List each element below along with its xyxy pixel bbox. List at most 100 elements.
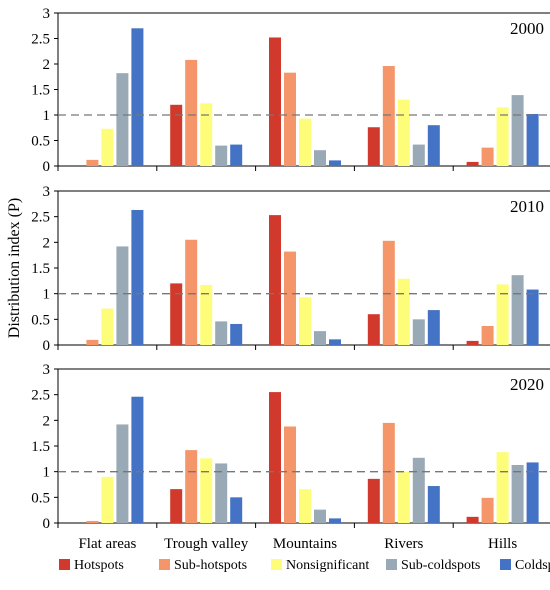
bar-nonsignificant-flat-areas xyxy=(101,308,114,345)
bar-hotspots-hills xyxy=(466,516,479,523)
x-category-label: Rivers xyxy=(384,536,423,552)
bar-hotspots-hills xyxy=(466,161,479,166)
panel-2020: 0 0.5 1 1.5 2 2.5 3 2020 xyxy=(31,362,550,532)
y-tick-label: 3 xyxy=(43,6,51,22)
bar-sub-hotspots-flat-areas xyxy=(86,339,99,345)
bar-hotspots-rivers xyxy=(367,314,380,345)
bar-hotspots-mountains xyxy=(269,37,281,167)
bar-nonsignificant-rivers xyxy=(397,278,410,345)
y-axis-label: Distribution index (P) xyxy=(6,198,23,338)
bar-sub-hotspots-hills xyxy=(481,326,494,345)
y-tick-label: 0 xyxy=(43,159,51,175)
y-tick-label: 1 xyxy=(43,287,51,303)
bar-coldspots-mountains xyxy=(329,160,341,166)
bar-nonsignificant-hills xyxy=(496,452,509,523)
x-category-label: Flat areas xyxy=(78,536,136,552)
bar-nonsignificant-rivers xyxy=(397,99,410,166)
bar-coldspots-trough-valley xyxy=(230,323,243,345)
bar-hotspots-trough-valley xyxy=(170,489,183,523)
bar-nonsignificant-mountains xyxy=(299,118,311,166)
bar-hotspots-rivers xyxy=(367,127,380,166)
bar-hotspots-trough-valley xyxy=(170,283,183,345)
bar-coldspots-mountains xyxy=(329,518,341,523)
y-tick-label: 2 xyxy=(43,57,51,73)
bar-sub-coldspots-mountains xyxy=(314,331,326,345)
bar-coldspots-rivers xyxy=(427,125,440,166)
bar-coldspots-hills xyxy=(526,289,539,345)
y-tick-label: 0 xyxy=(43,516,51,532)
bar-nonsignificant-mountains xyxy=(299,489,311,523)
bar-sub-hotspots-rivers xyxy=(382,240,395,345)
bar-hotspots-mountains xyxy=(269,392,281,523)
bar-coldspots-hills xyxy=(526,462,539,523)
bar-hotspots-trough-valley xyxy=(170,104,183,166)
legend-label: Coldspots xyxy=(515,558,550,573)
y-tick-label: 2.5 xyxy=(31,210,50,226)
bar-coldspots-flat-areas xyxy=(131,28,144,166)
bar-sub-coldspots-flat-areas xyxy=(116,73,129,166)
bar-coldspots-rivers xyxy=(427,486,440,523)
y-tick-label: 3 xyxy=(43,184,51,200)
bar-sub-coldspots-hills xyxy=(511,275,524,345)
y-tick-label: 0.5 xyxy=(31,490,50,506)
bar-sub-hotspots-flat-areas xyxy=(86,520,99,523)
legend-swatch-sub-hotspots xyxy=(159,559,170,570)
bar-sub-hotspots-mountains xyxy=(284,426,296,523)
panel-title: 2020 xyxy=(510,375,544,394)
bar-hotspots-mountains xyxy=(269,215,281,345)
y-tick-label: 1 xyxy=(43,108,51,124)
x-category-label: Hills xyxy=(488,536,517,552)
panel-title: 2010 xyxy=(510,197,544,216)
bar-sub-hotspots-trough-valley xyxy=(185,239,198,345)
y-tick-label: 0.5 xyxy=(31,134,50,150)
bar-sub-coldspots-hills xyxy=(511,464,524,523)
legend-swatch-coldspots xyxy=(500,559,511,570)
bar-coldspots-trough-valley xyxy=(230,497,243,523)
bar-coldspots-mountains xyxy=(329,339,341,345)
y-tick-label: 2.5 xyxy=(31,388,50,404)
bar-nonsignificant-rivers xyxy=(397,471,410,523)
legend-label: Hotspots xyxy=(74,558,124,573)
bar-sub-coldspots-mountains xyxy=(314,150,326,166)
bar-sub-hotspots-rivers xyxy=(382,422,395,523)
y-tick-label: 0 xyxy=(43,338,51,354)
bar-sub-hotspots-rivers xyxy=(382,66,395,166)
y-tick-label: 0.5 xyxy=(31,312,50,328)
legend-swatch-sub-coldspots xyxy=(386,559,397,570)
x-category-label: Mountains xyxy=(273,536,337,552)
y-tick-label: 1.5 xyxy=(31,439,50,455)
bar-nonsignificant-mountains xyxy=(299,297,311,345)
bar-coldspots-rivers xyxy=(427,310,440,345)
legend: Hotspots Sub-hotspots Nonsignificant Sub-co… xyxy=(59,558,550,573)
bar-sub-coldspots-rivers xyxy=(412,319,425,345)
bar-sub-hotspots-trough-valley xyxy=(185,59,198,166)
bar-sub-hotspots-hills xyxy=(481,497,494,523)
bar-nonsignificant-trough-valley xyxy=(200,103,213,166)
bar-nonsignificant-flat-areas xyxy=(101,476,114,523)
bar-coldspots-flat-areas xyxy=(131,209,144,345)
bar-sub-hotspots-hills xyxy=(481,147,494,166)
bar-sub-coldspots-trough-valley xyxy=(215,321,228,345)
bar-sub-coldspots-rivers xyxy=(412,457,425,523)
bar-sub-coldspots-flat-areas xyxy=(116,424,129,523)
bar-sub-coldspots-trough-valley xyxy=(215,463,228,523)
y-tick-label: 1 xyxy=(43,465,51,481)
bar-coldspots-trough-valley xyxy=(230,144,243,166)
panel-2010: 0 0.5 1 1.5 2 2.5 3 2010 xyxy=(31,184,550,354)
panel-title: 2000 xyxy=(510,19,544,38)
y-tick-label: 2 xyxy=(43,235,51,251)
bar-sub-coldspots-rivers xyxy=(412,144,425,166)
bar-nonsignificant-flat-areas xyxy=(101,128,114,166)
panel-2000: 0 0.5 1 1.5 2 2.5 3 2000 xyxy=(31,6,550,175)
bar-nonsignificant-hills xyxy=(496,284,509,345)
legend-label: Nonsignificant xyxy=(286,558,369,573)
legend-label: Sub-hotspots xyxy=(174,558,247,573)
bar-sub-coldspots-trough-valley xyxy=(215,145,228,166)
bar-hotspots-rivers xyxy=(367,478,380,523)
legend-swatch-hotspots xyxy=(59,559,70,570)
bar-sub-hotspots-mountains xyxy=(284,251,296,345)
bar-coldspots-flat-areas xyxy=(131,396,144,523)
legend-swatch-nonsignificant xyxy=(271,559,282,570)
